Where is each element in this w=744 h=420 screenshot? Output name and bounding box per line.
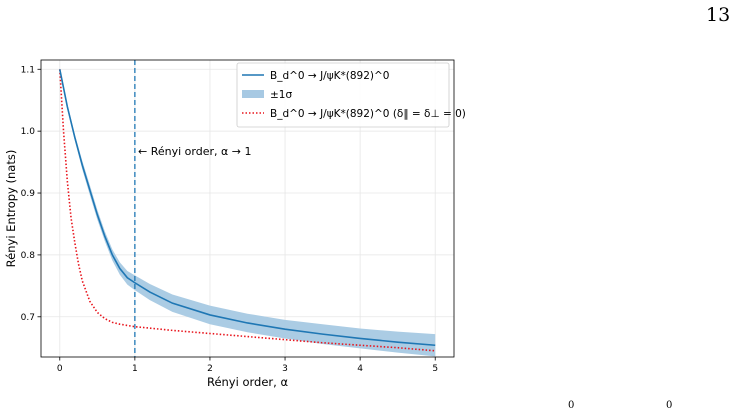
legend: B_d^0 → J/ψK*(892)^0 ±1σ B_d^0 → J/ψK*(8… (236, 62, 466, 128)
x-tick-label: 4 (357, 364, 363, 374)
x-tick-label: 3 (282, 364, 288, 374)
x-tick-label: 2 (207, 364, 213, 374)
y-tick-label: 0.8 (21, 251, 36, 261)
plot-frame (40, 59, 455, 358)
page-fragment-1: 0 (568, 400, 575, 411)
legend-swatch-band (242, 90, 264, 98)
y-tick-label: 1.0 (21, 127, 36, 137)
ticks-layer: 0 1 2 3 4 5 0.7 0.8 0.9 1.0 1.1 (21, 65, 438, 374)
x-tick-label: 5 (432, 364, 438, 374)
y-tick-label: 1.1 (21, 65, 35, 75)
x-tick-label: 0 (57, 364, 63, 374)
legend-label-main: B_d^0 → J/ψK*(892)^0 (270, 70, 389, 82)
y-axis-label: Rényi Entropy (nats) (4, 150, 18, 268)
page-fragment-2: 0 (666, 400, 673, 411)
x-tick-label: 1 (132, 364, 138, 374)
x-axis-label: Rényi order, α (207, 375, 288, 389)
series-layer (58, 69, 436, 352)
series-line-main (58, 69, 436, 347)
legend-label-band: ±1σ (270, 89, 292, 101)
y-tick-label: 0.9 (21, 189, 36, 199)
annotation-renyi-limit: ← Rényi order, α → 1 (138, 145, 251, 158)
series-line-alt (58, 69, 436, 352)
page-number: 13 (706, 4, 731, 26)
legend-label-alt: B_d^0 → J/ψK*(892)^0 (δ‖ = δ⊥ = 0) (270, 108, 466, 120)
legend-box (236, 62, 450, 128)
y-tick-label: 0.7 (21, 313, 35, 323)
